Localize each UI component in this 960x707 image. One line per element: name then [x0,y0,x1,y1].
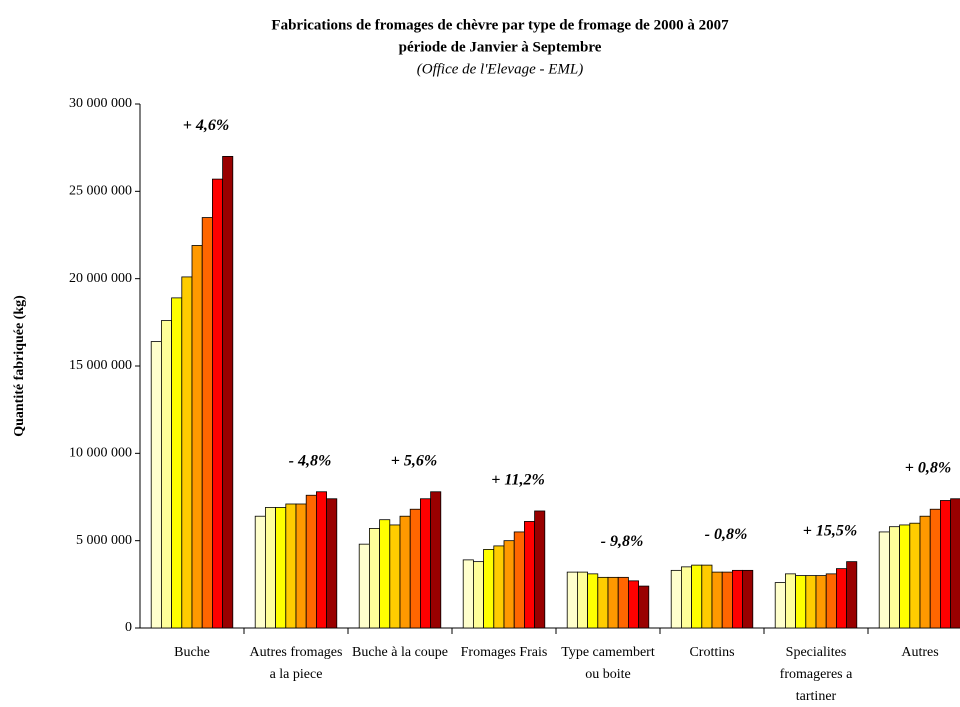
bar [805,575,817,629]
y-tick-label: 30 000 000 [69,96,132,111]
bar [368,528,380,629]
bar [493,545,505,629]
y-tick-label: 10 000 000 [69,446,132,461]
x-tick-label: Buche à la coupe [352,645,449,660]
bar [701,564,713,629]
bar [399,515,411,629]
bar [899,524,911,629]
x-tick-label: Type camembert ou boite [561,645,655,682]
bar [379,519,391,629]
bar [878,531,890,629]
annotation: - 0,8% [705,526,748,543]
bar [681,566,693,629]
bar [587,573,599,629]
bar [285,503,297,629]
bar [472,561,484,629]
bar [483,549,495,629]
y-tick-label: 0 [125,620,132,635]
bar [305,494,317,629]
annotation: + 4,6% [183,117,229,134]
bar [721,571,733,629]
bar [201,217,213,629]
x-tick-label: Buche [174,645,210,660]
x-tick-label: Autres [901,645,939,660]
annotation: + 0,8% [905,459,951,476]
bar [825,573,837,629]
bar [909,522,921,629]
bar [889,526,901,629]
y-tick-label: 25 000 000 [69,184,132,199]
bar [815,575,827,629]
bar [430,491,442,629]
bar [711,571,723,629]
bar [409,508,421,629]
bar [419,498,431,629]
y-tick-label: 20 000 000 [69,271,132,286]
bar [929,508,941,629]
bar [275,507,287,629]
annotation: + 15,5% [803,522,857,539]
bar [389,524,401,629]
bar [191,245,203,629]
bar [503,540,515,629]
bar [254,515,266,629]
bar [785,573,797,629]
bar [181,276,193,629]
bar [691,564,703,629]
bar [326,498,338,629]
bar [597,576,609,629]
bar [774,582,786,629]
bar [150,341,162,629]
bar [670,569,682,629]
chart-subtitle: période de Janvier à Septembre [399,39,602,55]
annotation: + 5,6% [391,452,437,469]
bar [607,576,619,629]
annotation: - 9,8% [601,533,644,550]
bar [846,561,858,629]
bar [160,320,172,629]
x-tick-label: Crottins [689,645,735,660]
x-tick-label: Fromages Frais [460,645,548,660]
bar [836,568,848,629]
y-tick-label: 5 000 000 [76,533,132,548]
bar [919,515,931,629]
annotation: + 11,2% [491,472,545,489]
bar [617,576,629,629]
bar [577,571,589,629]
bar [222,155,234,629]
bar [795,575,807,629]
bar [628,580,640,629]
x-tick-label: Autres fromages a la piece [249,645,343,682]
bar [295,503,307,629]
bar [315,491,327,629]
bar [566,571,578,629]
y-axis-label: Quantité fabriquée (kg) [12,295,27,437]
chart-title: Fabrications de fromages de chèvre par t… [271,17,729,33]
bar [513,531,525,629]
bar [358,543,370,629]
bar [211,178,223,629]
bar [638,585,650,629]
annotation: - 4,8% [289,452,332,469]
bar [732,569,744,629]
bar [950,498,960,629]
bar [534,510,546,629]
y-tick-label: 15 000 000 [69,358,132,373]
bar [940,500,952,629]
x-tick-label: Specialites fromageres a tartiner [779,645,853,704]
bar [524,521,536,629]
bar [462,559,474,629]
bar [171,297,183,629]
chart-source: (Office de l'Elevage - EML) [417,61,583,77]
bar [264,507,276,629]
bar [742,569,754,629]
